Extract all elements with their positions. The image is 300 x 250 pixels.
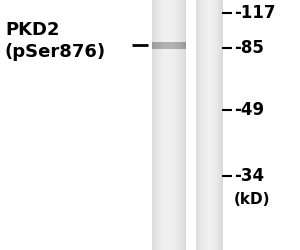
Bar <box>154 42 156 49</box>
Bar <box>154 0 156 250</box>
Bar <box>213 0 215 250</box>
Bar <box>161 42 162 49</box>
Bar <box>164 0 166 250</box>
Bar <box>156 0 158 250</box>
Bar <box>172 42 173 49</box>
Bar <box>206 0 207 250</box>
Bar <box>174 0 176 250</box>
Text: -49: -49 <box>234 101 264 119</box>
Bar <box>182 42 183 49</box>
Bar <box>181 42 182 49</box>
Bar <box>214 0 216 250</box>
Bar <box>152 0 154 250</box>
Bar <box>209 0 210 250</box>
Bar <box>163 0 165 250</box>
Bar <box>176 0 178 250</box>
Bar <box>167 0 169 250</box>
Bar <box>166 42 168 49</box>
Bar <box>163 42 165 49</box>
Bar <box>200 0 201 250</box>
Bar <box>219 0 221 250</box>
Bar <box>177 0 179 250</box>
Bar <box>172 0 173 250</box>
Bar <box>183 0 184 250</box>
Bar <box>162 42 164 49</box>
Bar <box>169 42 171 49</box>
Bar <box>169 0 171 250</box>
Bar <box>207 0 208 250</box>
Bar <box>178 0 180 250</box>
Bar <box>160 42 161 49</box>
Bar <box>165 0 167 250</box>
Bar <box>217 0 218 250</box>
Bar <box>171 0 172 250</box>
Bar <box>200 0 202 250</box>
Bar <box>158 42 159 49</box>
Text: -34: -34 <box>234 167 264 185</box>
Bar <box>159 42 160 49</box>
Bar <box>173 42 175 49</box>
Bar <box>196 0 197 250</box>
Bar <box>184 0 185 250</box>
Bar <box>198 0 199 250</box>
Bar <box>218 0 220 250</box>
Bar <box>178 42 180 49</box>
Text: -117: -117 <box>234 4 275 22</box>
Bar <box>182 0 183 250</box>
Bar <box>160 0 161 250</box>
Bar <box>174 42 176 49</box>
Bar <box>205 0 206 250</box>
Bar <box>175 42 177 49</box>
Bar <box>218 0 219 250</box>
Bar <box>152 42 154 49</box>
Bar <box>201 0 202 250</box>
Text: PKD2: PKD2 <box>5 21 59 39</box>
Bar <box>181 0 182 250</box>
Bar <box>175 0 177 250</box>
Bar <box>220 0 222 250</box>
Text: (kD): (kD) <box>234 192 271 208</box>
Bar <box>169 0 170 250</box>
Bar <box>156 42 158 49</box>
Bar <box>179 42 181 49</box>
Bar <box>161 0 162 250</box>
Bar <box>169 42 170 49</box>
Bar <box>197 0 198 250</box>
Bar <box>221 0 223 250</box>
Bar <box>159 0 160 250</box>
Bar <box>167 42 169 49</box>
Bar <box>155 42 157 49</box>
Bar <box>164 42 166 49</box>
Bar <box>210 0 211 250</box>
Bar <box>211 0 212 250</box>
Bar <box>204 0 205 250</box>
Bar <box>177 42 179 49</box>
Bar <box>212 0 213 250</box>
Bar <box>179 0 181 250</box>
Bar <box>183 42 184 49</box>
Bar <box>216 0 217 250</box>
Bar <box>184 42 185 49</box>
Bar <box>158 0 159 250</box>
Bar <box>153 42 155 49</box>
Bar <box>215 0 216 250</box>
Bar <box>206 0 208 250</box>
Bar <box>212 0 214 250</box>
Bar <box>171 42 172 49</box>
Bar <box>176 42 178 49</box>
Bar <box>199 0 200 250</box>
Bar <box>165 42 167 49</box>
Bar <box>166 0 168 250</box>
Text: -85: -85 <box>234 39 264 57</box>
Bar <box>202 0 203 250</box>
Text: (pSer876): (pSer876) <box>5 43 106 61</box>
Bar <box>203 0 204 250</box>
Bar <box>208 0 209 250</box>
Bar <box>162 0 164 250</box>
Bar <box>155 0 157 250</box>
Bar <box>153 0 155 250</box>
Bar <box>173 0 175 250</box>
